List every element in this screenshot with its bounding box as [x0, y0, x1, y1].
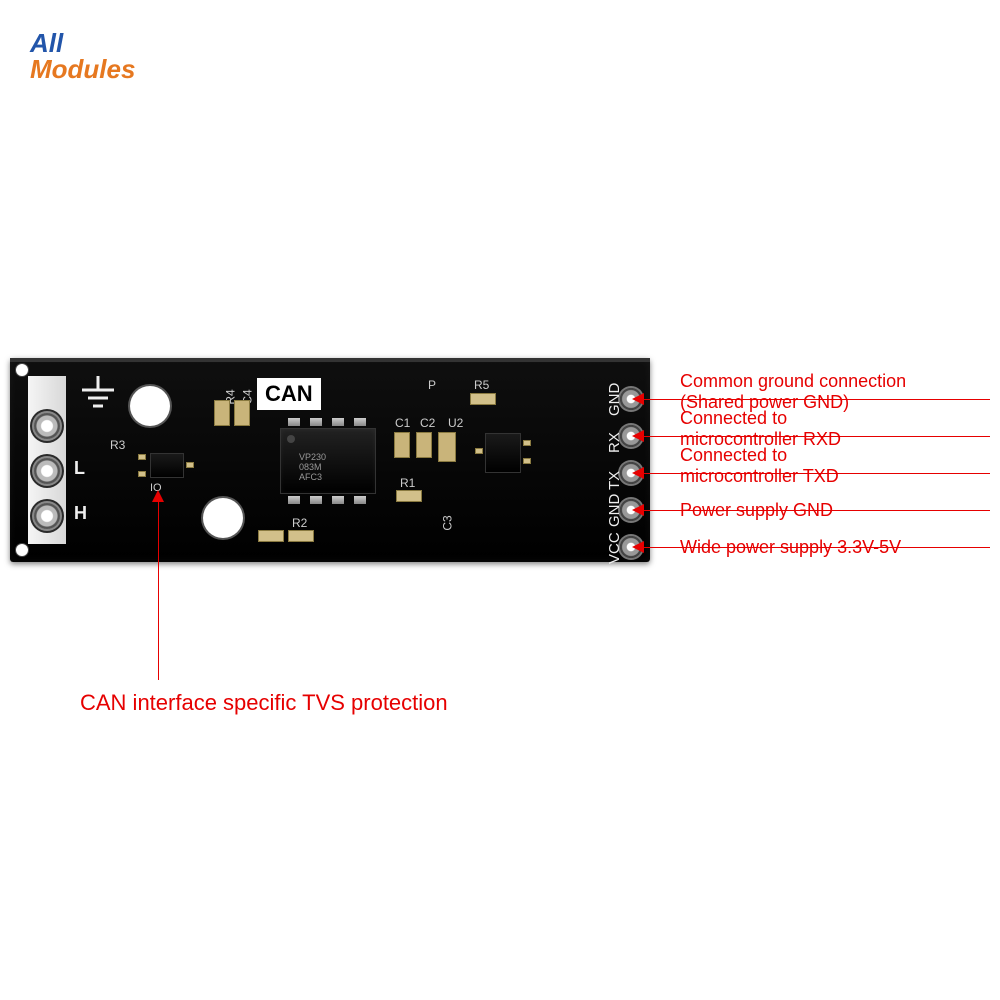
- tvs-lead-3: [186, 462, 194, 468]
- sot-lead: [523, 458, 531, 464]
- sot-lead: [475, 448, 483, 454]
- tvs-arrow-line: [158, 502, 159, 680]
- tvs-annotation: CAN interface specific TVS protection: [80, 690, 448, 715]
- r2: [288, 530, 314, 542]
- anno-text-0: Common ground connection(Shared power GN…: [680, 371, 906, 412]
- anno-text-3: Power supply GND: [680, 500, 833, 521]
- anno-arrow-0: [632, 393, 644, 405]
- anno-text-1: Connected tomicrocontroller RXD: [680, 408, 841, 449]
- chip-pin: [288, 418, 300, 426]
- pcb-board: L H R3 IO R4 C4 CAN VP230083MAFC3 C1 C2 …: [10, 358, 650, 562]
- q: [258, 530, 284, 542]
- r1: [396, 490, 422, 502]
- right-pin-label-rx-1: RX: [606, 432, 623, 453]
- sot-lead: [523, 440, 531, 446]
- right-pin-label-tx-2: TX: [606, 471, 623, 490]
- silk-r1: R1: [400, 476, 415, 490]
- cap-r4: [234, 400, 250, 426]
- tvs-chip: [150, 453, 184, 478]
- anno-arrow-1: [632, 430, 644, 442]
- silk-c2: C2: [420, 416, 435, 430]
- ic-u2: [438, 432, 456, 462]
- chip-pin: [354, 418, 366, 426]
- chip-pin: [310, 496, 322, 504]
- silk-r3: R3: [110, 438, 125, 452]
- chip-pin: [310, 418, 322, 426]
- silk-c1: C1: [395, 416, 410, 430]
- ground-symbol-icon: [74, 376, 122, 416]
- right-pin-label-vcc-4: VCC: [606, 532, 623, 564]
- silk-r2: R2: [292, 516, 307, 530]
- chip-pin: [332, 496, 344, 504]
- label-h: H: [74, 503, 87, 524]
- left-terminal-2: [34, 458, 60, 484]
- anno-arrow-3: [632, 504, 644, 516]
- corner-hole-tl: [16, 364, 28, 376]
- chip-pin1-dot: [287, 435, 295, 443]
- anno-text-4: Wide power supply 3.3V-5V: [680, 537, 901, 558]
- right-pin-label-gnd-3: GND: [606, 494, 623, 527]
- r5: [470, 393, 496, 405]
- label-l: L: [74, 458, 85, 479]
- silk-r5: R5: [474, 378, 489, 392]
- brand-logo: All Modules: [30, 30, 135, 82]
- chip-pin: [332, 418, 344, 426]
- anno-arrow-2: [632, 467, 644, 479]
- chip-pin: [288, 496, 300, 504]
- tvs-lead-1: [138, 454, 146, 460]
- cap-c1: [394, 432, 410, 458]
- left-terminal-1: [34, 413, 60, 439]
- can-title: CAN: [257, 378, 321, 410]
- cap-c4: [214, 400, 230, 426]
- right-pin-label-gnd-0: GND: [606, 383, 623, 416]
- chip-marking: VP230083MAFC3: [299, 453, 326, 483]
- mounting-hole-1: [130, 386, 170, 426]
- main-chip: VP230083MAFC3: [280, 428, 376, 494]
- anno-text-2: Connected tomicrocontroller TXD: [680, 445, 839, 486]
- silk-p: P: [428, 378, 436, 392]
- left-terminal-3: [34, 503, 60, 529]
- tvs-lead-2: [138, 471, 146, 477]
- silk-c3: C3: [441, 515, 455, 530]
- corner-hole-bl: [16, 544, 28, 556]
- chip-pin: [354, 496, 366, 504]
- tvs-arrow-head: [152, 490, 164, 502]
- cap-c2: [416, 432, 432, 458]
- silk-u2: U2: [448, 416, 463, 430]
- brand-bottom: Modules: [30, 54, 135, 84]
- right-sot-package: [485, 433, 521, 473]
- mounting-hole-2: [203, 498, 243, 538]
- anno-arrow-4: [632, 541, 644, 553]
